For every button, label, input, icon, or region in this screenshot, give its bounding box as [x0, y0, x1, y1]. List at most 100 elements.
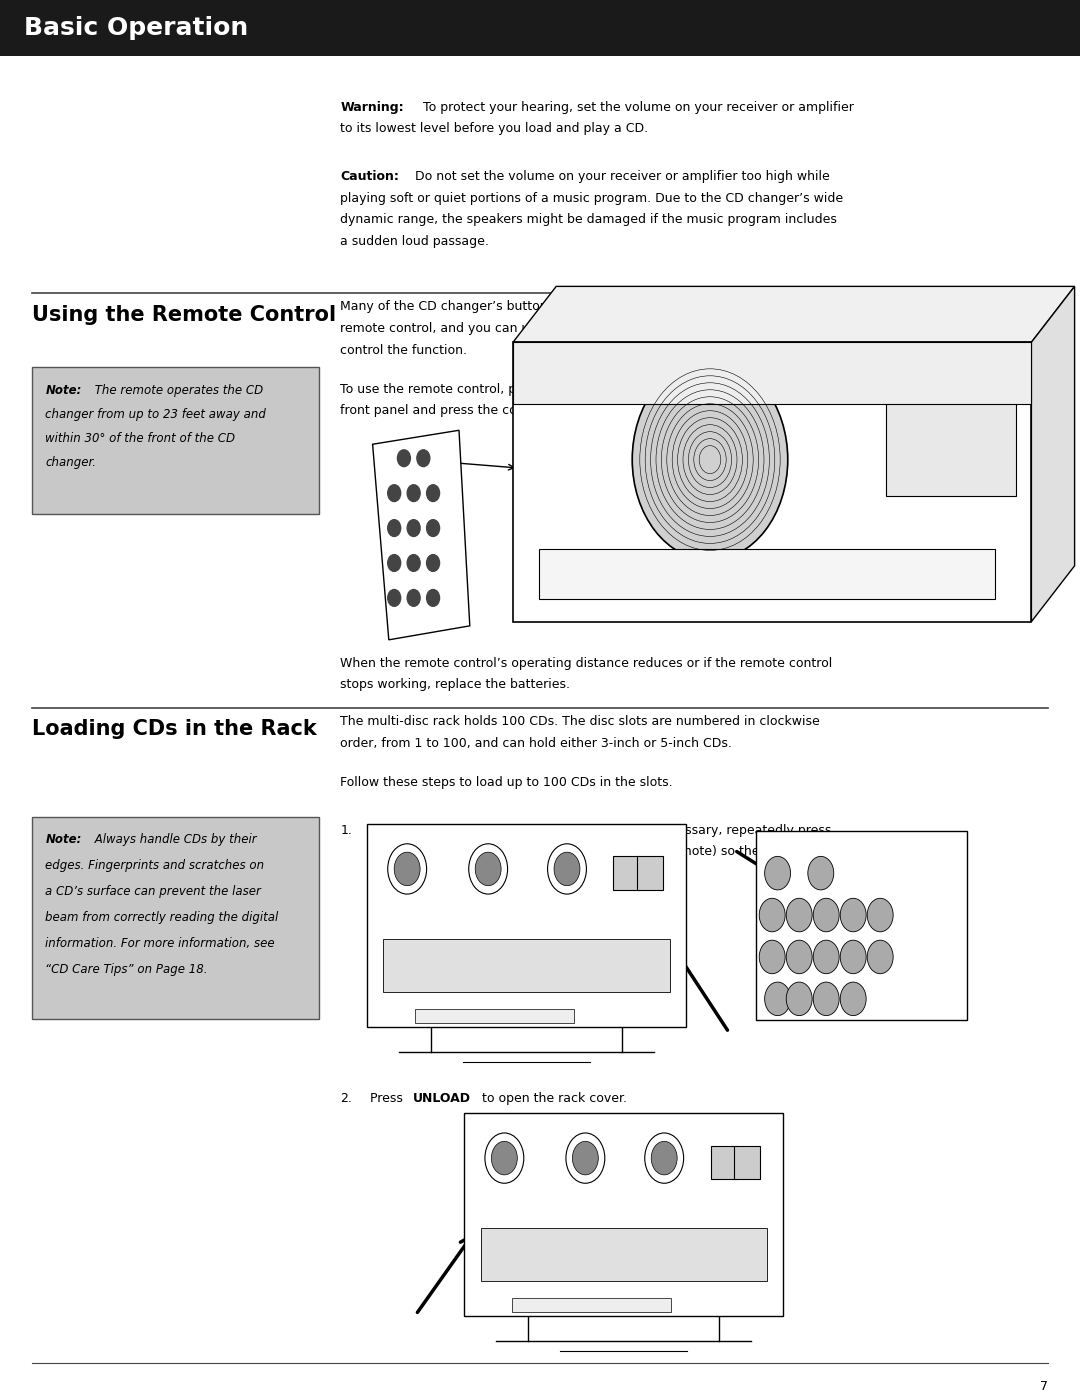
Text: When the remote control’s operating distance reduces or if the remote control: When the remote control’s operating dist… [340, 657, 833, 669]
Circle shape [427, 590, 440, 606]
Circle shape [388, 520, 401, 536]
Circle shape [651, 1141, 677, 1175]
Circle shape [491, 1141, 517, 1175]
Circle shape [548, 844, 586, 894]
Text: a sudden loud passage.: a sudden loud passage. [340, 235, 489, 247]
Text: ◄ DISC NUMBER ►: ◄ DISC NUMBER ► [370, 845, 496, 858]
Circle shape [632, 359, 787, 560]
Circle shape [554, 852, 580, 886]
Text: Many of the CD changer’s buttons also have a corresponding button on the: Many of the CD changer’s buttons also ha… [340, 300, 812, 313]
FancyBboxPatch shape [711, 1146, 737, 1179]
Text: want appears on the display.: want appears on the display. [370, 866, 551, 880]
Circle shape [936, 552, 958, 580]
Circle shape [876, 552, 897, 580]
Circle shape [765, 856, 791, 890]
Text: Press: Press [370, 824, 407, 837]
Text: BEST: BEST [558, 1125, 571, 1130]
Circle shape [388, 844, 427, 894]
Circle shape [388, 590, 401, 606]
Circle shape [808, 856, 834, 890]
Text: edges. Fingerprints and scratches on: edges. Fingerprints and scratches on [45, 859, 265, 872]
Text: ◄: ◄ [721, 1157, 726, 1162]
Text: beam from correctly reading the digital: beam from correctly reading the digital [45, 911, 279, 925]
Circle shape [394, 852, 420, 886]
FancyBboxPatch shape [756, 831, 967, 1020]
Text: PREVIOUS: PREVIOUS [637, 1125, 662, 1130]
Circle shape [388, 485, 401, 502]
Text: information. For more information, see: information. For more information, see [45, 937, 275, 950]
Circle shape [813, 940, 839, 974]
Text: DISC NUMBER: DISC NUMBER [713, 1125, 747, 1130]
Text: ►: ► [745, 1157, 750, 1162]
Text: on the remote) so the slot number you: on the remote) so the slot number you [615, 845, 865, 858]
Text: PREVIOUS: PREVIOUS [540, 835, 565, 841]
Circle shape [427, 555, 440, 571]
Circle shape [645, 1133, 684, 1183]
Text: ►: ► [648, 868, 652, 873]
Circle shape [759, 898, 785, 932]
Circle shape [397, 450, 410, 467]
Text: Loading CDs in the Rack: Loading CDs in the Rack [32, 719, 318, 739]
FancyBboxPatch shape [383, 939, 670, 992]
Polygon shape [373, 430, 470, 640]
Text: Press: Press [370, 1092, 407, 1105]
Text: DISC NUMBER: DISC NUMBER [616, 835, 650, 841]
Circle shape [840, 898, 866, 932]
Circle shape [485, 1133, 524, 1183]
Text: to open the rack cover.: to open the rack cover. [478, 1092, 627, 1105]
FancyBboxPatch shape [415, 1009, 575, 1023]
Circle shape [427, 485, 440, 502]
Polygon shape [1031, 286, 1075, 622]
Text: Warning:: Warning: [340, 101, 404, 113]
Text: within 30° of the front of the CD: within 30° of the front of the CD [45, 432, 235, 444]
FancyBboxPatch shape [539, 549, 995, 599]
Text: changer.: changer. [45, 455, 96, 468]
Circle shape [867, 940, 893, 974]
Text: D/III: D/III [454, 960, 460, 964]
Text: To use the remote control, point it at the infrared sensor on the left side of t: To use the remote control, point it at t… [340, 383, 832, 395]
Text: changer from up to 23 feet away and: changer from up to 23 feet away and [45, 408, 267, 420]
Circle shape [840, 982, 866, 1016]
Circle shape [765, 982, 791, 1016]
Circle shape [786, 898, 812, 932]
Circle shape [427, 520, 440, 536]
Text: Using the Remote Control: Using the Remote Control [32, 305, 337, 324]
Text: remote control, and you can use either the CD changer or the remote control to: remote control, and you can use either t… [340, 321, 841, 335]
Text: Do not set the volume on your receiver or amplifier too high while: Do not set the volume on your receiver o… [411, 170, 831, 183]
Text: <<||>>: <<||>> [626, 960, 640, 964]
FancyBboxPatch shape [464, 1113, 783, 1316]
Circle shape [867, 898, 893, 932]
Circle shape [388, 555, 401, 571]
Circle shape [840, 940, 866, 974]
Circle shape [407, 590, 420, 606]
Circle shape [906, 552, 928, 580]
FancyBboxPatch shape [734, 1146, 760, 1179]
Text: a CD’s surface can prevent the laser: a CD’s surface can prevent the laser [45, 886, 261, 898]
Circle shape [786, 940, 812, 974]
Text: Caution:: Caution: [340, 170, 400, 183]
FancyBboxPatch shape [32, 816, 319, 1020]
Text: Follow these steps to load up to 100 CDs in the slots.: Follow these steps to load up to 100 CDs… [340, 775, 673, 789]
Text: playing soft or quiet portions of a music program. Due to the CD changer’s wide: playing soft or quiet portions of a musi… [340, 191, 843, 204]
Text: POWER: POWER [413, 824, 464, 837]
FancyBboxPatch shape [32, 367, 319, 514]
Text: BEST: BEST [461, 835, 474, 841]
FancyBboxPatch shape [887, 379, 1016, 496]
Text: ◄ DISC ►: ◄ DISC ► [761, 842, 792, 848]
FancyBboxPatch shape [513, 342, 1031, 622]
Text: UNLOAD: UNLOAD [380, 835, 401, 841]
Circle shape [475, 852, 501, 886]
Circle shape [786, 982, 812, 1016]
Text: Note:: Note: [45, 384, 82, 397]
Circle shape [407, 555, 420, 571]
Text: To protect your hearing, set the volume on your receiver or amplifier: To protect your hearing, set the volume … [419, 101, 854, 113]
Text: Always handle CDs by their: Always handle CDs by their [91, 833, 256, 847]
Text: 1.: 1. [340, 824, 352, 837]
Text: The remote operates the CD: The remote operates the CD [91, 384, 262, 397]
Text: dynamic range, the speakers might be damaged if the music program includes: dynamic range, the speakers might be dam… [340, 214, 837, 226]
FancyBboxPatch shape [367, 824, 686, 1027]
Text: OPEN
CLOSE: OPEN CLOSE [389, 960, 401, 968]
FancyBboxPatch shape [512, 1298, 672, 1312]
Text: CD DECK STANDARD SYSTEM: CD DECK STANDARD SYSTEM [498, 1011, 555, 1016]
Text: ◄: ◄ [624, 868, 629, 873]
